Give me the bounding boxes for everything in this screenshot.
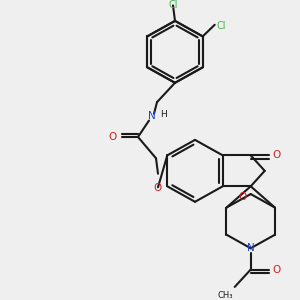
- Text: CH₃: CH₃: [217, 291, 233, 300]
- Text: O: O: [273, 150, 281, 161]
- Text: O: O: [109, 132, 117, 142]
- Text: H: H: [160, 110, 167, 119]
- Text: O: O: [273, 265, 281, 275]
- Text: N: N: [148, 111, 156, 121]
- Text: Cl: Cl: [217, 21, 226, 31]
- Text: N: N: [247, 243, 255, 253]
- Text: O: O: [238, 192, 247, 202]
- Text: O: O: [154, 183, 162, 194]
- Text: Cl: Cl: [168, 0, 178, 10]
